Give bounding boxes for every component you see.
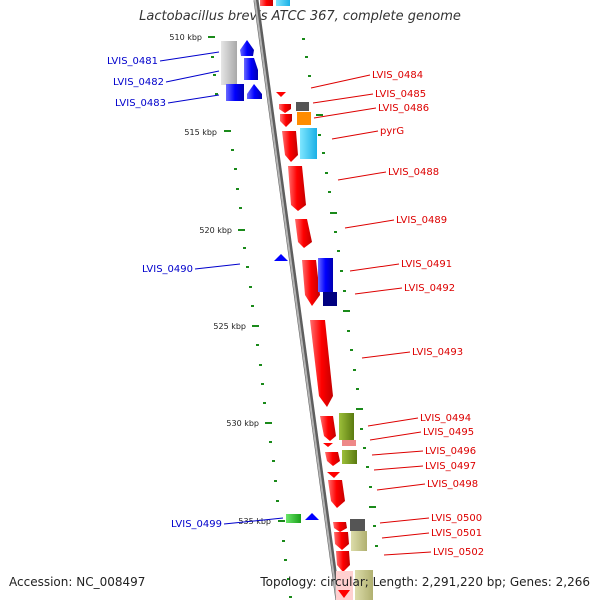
- gene-lvis-0496: [342, 450, 357, 464]
- gene-label-lvis-0499: LVIS_0499: [171, 519, 222, 530]
- right-leader-lines: [310, 74, 432, 556]
- gene-lvis-0500-alt: [350, 519, 365, 531]
- gene-lvis-0493: [310, 320, 333, 407]
- left-gene-labels: LVIS_0481 LVIS_0482 LVIS_0483 LVIS_0490 …: [107, 56, 222, 530]
- gene-lvis-0494: [320, 416, 336, 441]
- kbp-label: 515 kbp: [184, 128, 217, 137]
- gene-lvis-0489: [295, 219, 312, 248]
- left-leader-lines: [159, 51, 284, 525]
- gene-label-lvis-0494: LVIS_0494: [420, 413, 471, 424]
- gene-lvis-0497-marker: [327, 472, 340, 478]
- outer-scale-ticks: [302, 38, 378, 547]
- gene-pyrg-alt: [300, 128, 317, 159]
- kbp-label: 510 kbp: [169, 33, 202, 42]
- gene-lvis-0497: [325, 452, 340, 466]
- gene-lvis-0486: [297, 112, 311, 125]
- gene-label-lvis-0500: LVIS_0500: [431, 513, 482, 524]
- gene-lvis-0483-arrow: [247, 84, 262, 99]
- genome-title: Lactobacillus brevis ATCC 367, complete …: [139, 9, 461, 24]
- accession-text: Accession: NC_008497: [9, 575, 146, 589]
- gene-lvis-0483: [226, 84, 244, 101]
- gene-label-lvis-0497: LVIS_0497: [425, 461, 476, 472]
- gene-lvis-0484-marker: [276, 92, 286, 97]
- gene-lvis-0485-alt: [296, 102, 309, 111]
- forward-strand-genes: [276, 92, 373, 600]
- gene-lvis-0495: [342, 440, 356, 446]
- gene-label-pyrg: pyrG: [380, 126, 404, 137]
- gene-lvis-0481-arrow: [240, 40, 254, 56]
- gene-lvis-0500: [333, 522, 347, 532]
- kbp-label: 530 kbp: [226, 419, 259, 428]
- gene-label-lvis-0485: LVIS_0485: [375, 89, 426, 100]
- kbp-labels: 510 kbp 515 kbp 520 kbp 525 kbp 530 kbp …: [169, 33, 271, 526]
- gene-label-lvis-0483: LVIS_0483: [115, 98, 166, 109]
- cropped-top-genes: [260, 0, 290, 6]
- gene-lvis-0499-arrow: [305, 513, 319, 520]
- gene-lvis-0498: [328, 480, 345, 508]
- gene-label-lvis-0498: LVIS_0498: [427, 479, 478, 490]
- gene-lvis-0491: [302, 260, 320, 306]
- gene-label-lvis-0482: LVIS_0482: [113, 77, 164, 88]
- gene-lvis-0501-alt: [351, 531, 367, 551]
- gene-label-lvis-0491: LVIS_0491: [401, 259, 452, 270]
- reverse-strand-genes: [221, 40, 319, 523]
- gene-label-lvis-0493: LVIS_0493: [412, 347, 463, 358]
- gene-label-lvis-0489: LVIS_0489: [396, 215, 447, 226]
- gene-label-lvis-0501: LVIS_0501: [431, 528, 482, 539]
- kbp-label: 525 kbp: [213, 322, 246, 331]
- gene-label-lvis-0495: LVIS_0495: [423, 427, 474, 438]
- gene-lvis-0494-alt: [339, 413, 354, 440]
- gene-label-lvis-0496: LVIS_0496: [425, 446, 476, 457]
- gene-lvis-0491-alt: [318, 258, 333, 292]
- genome-backbone: [253, 0, 341, 600]
- gene-lvis-0492: [323, 292, 337, 306]
- gene-label-lvis-0492: LVIS_0492: [404, 283, 455, 294]
- gene-lvis-0484: [279, 104, 291, 113]
- gene-red-cropped: [260, 0, 273, 6]
- gene-lvis-0495-marker: [323, 443, 333, 447]
- gene-label-lvis-0486: LVIS_0486: [378, 103, 429, 114]
- gene-label-lvis-0502: LVIS_0502: [433, 547, 484, 558]
- right-gene-labels: LVIS_0484 LVIS_0485 LVIS_0486 pyrG LVIS_…: [372, 70, 484, 558]
- gene-lvis-0482: [244, 58, 258, 80]
- gene-label-lvis-0484: LVIS_0484: [372, 70, 423, 81]
- genome-summary-text: Topology: circular; Length: 2,291,220 bp…: [260, 575, 590, 589]
- gene-lvis-0481: [221, 41, 237, 85]
- gene-lvis-0490: [274, 254, 288, 261]
- gene-lvis-0499: [286, 514, 301, 523]
- gene-label-lvis-0490: LVIS_0490: [142, 264, 193, 275]
- gene-cyan-cropped: [276, 0, 290, 6]
- gene-lvis-0485: [280, 114, 292, 127]
- kbp-label: 520 kbp: [199, 226, 232, 235]
- gene-cropped-red: [338, 590, 350, 598]
- gene-cropped-khaki: [355, 570, 373, 600]
- gene-label-lvis-0481: LVIS_0481: [107, 56, 158, 67]
- inner-scale-ticks: [208, 36, 292, 598]
- gene-lvis-0502: [336, 551, 350, 572]
- gene-lvis-0488: [288, 166, 306, 211]
- gene-lvis-0501: [334, 532, 349, 550]
- kbp-label: 535 kbp: [238, 517, 271, 526]
- gene-label-lvis-0488: LVIS_0488: [388, 167, 439, 178]
- gene-pyrg: [282, 131, 298, 162]
